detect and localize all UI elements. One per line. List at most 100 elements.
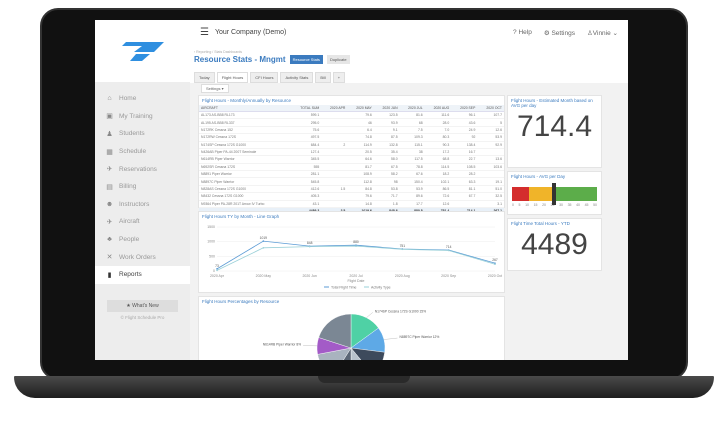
table-cell: 53.9: [399, 185, 425, 194]
table-cell: 1.8: [373, 200, 400, 208]
help-link[interactable]: ? Help: [513, 29, 532, 36]
table-row: AL195 AS-BB8 RL337 295.0 46 93.9 68 28.0 43.6 5: [199, 118, 504, 127]
table-cell: 112.8: [347, 177, 374, 186]
menu-icon[interactable]: ☰: [200, 27, 209, 38]
table-cell: 80.3: [424, 133, 452, 142]
settings-link[interactable]: ⚙ Settings: [544, 29, 575, 37]
data-point[interactable]: [401, 248, 404, 251]
pie-chart: N174SP Cessna 172S G1000 15% N8897C Piper…: [263, 309, 439, 360]
table-row: N692SR Cessna 172S 555 81.7 67.5 78.8 114.5 10…: [199, 163, 504, 172]
pie-slice[interactable]: [318, 313, 352, 349]
pie-slice[interactable]: [350, 347, 373, 360]
sidebar-item-work-orders[interactable]: ✕ Work Orders: [95, 248, 190, 266]
settings-dropdown[interactable]: Settings ▾: [201, 84, 229, 93]
column-header[interactable]: 2020 JUL: [399, 105, 425, 112]
table-cell: 3.1: [477, 200, 504, 208]
sidebar-item-students[interactable]: ♟ Students: [95, 125, 190, 143]
table-cell: 7.0: [424, 126, 452, 135]
x-tick-label: 2020 Apr: [210, 274, 225, 278]
sidebar-item-reservations[interactable]: ✈ Reservations: [95, 160, 190, 178]
legend-label[interactable]: Activity Type: [371, 285, 391, 289]
table-cell: [321, 126, 348, 135]
column-header[interactable]: 2020 SEP: [451, 105, 478, 112]
breadcrumb[interactable]: ‹ Reporting / Stats Dashboards: [194, 50, 243, 54]
whats-new-button[interactable]: ★ What's New: [107, 299, 178, 312]
table-cell: 79.6: [347, 192, 374, 201]
data-label: 714: [446, 245, 452, 249]
legend-label[interactable]: Total Flight Time: [331, 285, 357, 289]
sidebar-item-people[interactable]: ♣ People: [95, 231, 190, 249]
data-point[interactable]: [355, 245, 357, 247]
tab-today[interactable]: Today: [194, 72, 215, 83]
column-header[interactable]: AIRCRAFT: [199, 105, 291, 112]
sidebar-item-home[interactable]: ⌂ Home: [95, 90, 190, 108]
help-label: Help: [518, 29, 532, 36]
table-cell: 64.6: [347, 155, 374, 164]
table-cell: 138.4: [451, 141, 478, 149]
table-cell: 114.9: [347, 141, 374, 149]
plane-icon: ✈: [106, 166, 113, 174]
tab-activity-stats[interactable]: Activity Stats: [280, 72, 314, 83]
table-cell: 103.6: [477, 163, 504, 172]
gauge-tick: 45: [584, 203, 589, 207]
table-cell: [321, 163, 348, 172]
sidebar-item-billing[interactable]: ▤ Billing: [95, 178, 190, 196]
y-tick-label: 0: [213, 269, 215, 273]
gauge-tick: 0: [512, 203, 514, 207]
gauge-segment: [512, 187, 529, 201]
calendar-icon: ▦: [106, 148, 113, 156]
data-point[interactable]: [494, 263, 496, 266]
column-header[interactable]: 2020 MAY: [347, 105, 374, 112]
pie-slice[interactable]: [350, 347, 385, 360]
data-point[interactable]: [216, 269, 218, 272]
user-menu[interactable]: ♙Vinnie ⌄: [587, 29, 618, 37]
table-cell: 12.6: [424, 200, 452, 208]
company-logo[interactable]: [95, 20, 190, 82]
table-row: N9364 Piper PA-28R 201T Arrow IV Turbo 43…: [199, 200, 504, 208]
tab-flight-hours[interactable]: Flight Hours: [216, 72, 249, 83]
sidebar: ⌂ Home ▣ My Training ♟ Students ▦ Schedule ✈ Rese…: [95, 20, 190, 360]
table-cell: [321, 155, 348, 164]
column-header[interactable]: TOTAL SUM: [290, 105, 322, 112]
table-row: N172RK Cessna 152 75.6 6.4 9.1 7.5 7.0 24.9 12.…: [199, 126, 504, 135]
data-point[interactable]: [262, 240, 265, 242]
gauge-segment: [529, 187, 555, 201]
table-cell: 7.5: [399, 126, 425, 135]
tab-cfi-hours[interactable]: CFI Hours: [250, 72, 279, 83]
table-cell: 28.2: [451, 170, 478, 179]
table-cell: 5: [477, 118, 504, 127]
resource-stats-badge[interactable]: Resource Stats: [289, 55, 323, 64]
data-point[interactable]: [308, 245, 311, 248]
sidebar-item-reports[interactable]: ▮ Reports: [95, 265, 190, 284]
table-cell: 345.5: [290, 155, 322, 164]
table-cell: 28.0: [424, 118, 452, 127]
gauge-tick: 30: [559, 203, 563, 207]
column-header[interactable]: 2020 OCT: [477, 105, 504, 112]
column-header[interactable]: 2020 APR: [321, 105, 348, 112]
column-header[interactable]: 2020 AUG: [424, 105, 452, 112]
sidebar-item-aircraft[interactable]: ✈ Aircraft: [95, 213, 190, 231]
table-cell: [321, 133, 348, 142]
add-tab-button[interactable]: +: [332, 72, 346, 83]
column-header[interactable]: 2020 JUN: [373, 105, 400, 112]
table-cell: 405.3: [290, 192, 322, 201]
x-axis-label: Flight Date: [348, 279, 365, 283]
table-cell: 68: [399, 118, 425, 127]
y-tick-label: 1000: [207, 240, 215, 244]
pie-chart-panel: Flight Hours Percentages by Resource N17…: [198, 296, 505, 360]
table-cell: 114.5: [424, 163, 452, 172]
tab-bill[interactable]: Bill: [315, 72, 331, 83]
data-point[interactable]: [216, 268, 218, 270]
sidebar-item-schedule[interactable]: ▦ Schedule: [95, 143, 190, 161]
sidebar-item-instructors[interactable]: ☻ Instructors: [95, 196, 190, 214]
aircraft-name: N692SR Cessna 172S: [199, 163, 291, 172]
sidebar-item-my-training[interactable]: ▣ My Training: [95, 108, 190, 126]
table-cell: 81.7: [347, 163, 374, 172]
sidebar-item-label: Students: [119, 130, 145, 138]
aircraft-name: N426AB Piper PA-44 200T Seminole: [199, 148, 291, 157]
sidebar-item-label: Reports: [119, 271, 142, 279]
avg-per-day-gauge: [512, 183, 597, 205]
duplicate-button[interactable]: Duplicate: [326, 55, 350, 64]
data-point[interactable]: [447, 249, 450, 252]
data-point[interactable]: [262, 247, 265, 249]
